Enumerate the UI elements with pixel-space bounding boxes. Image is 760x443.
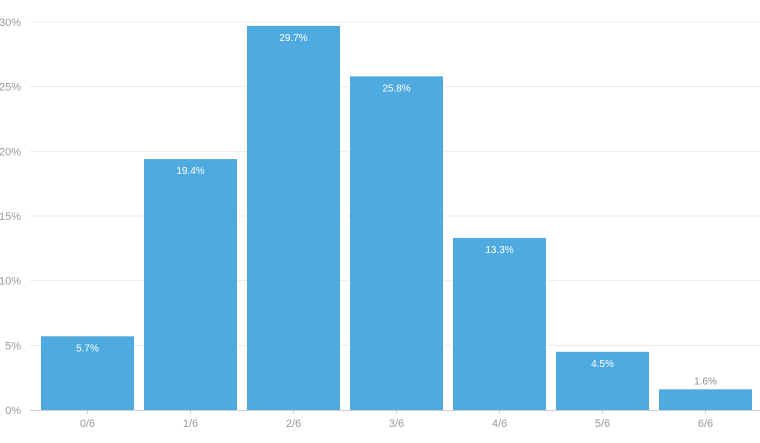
bars [41, 25, 752, 410]
bar [556, 351, 649, 410]
data-labels: 5.7% 19.4% 29.7% 25.8% 13.3% 4.5% 1.6% [76, 33, 717, 387]
x-axis-ticks: 0/6 1/6 2/6 3/6 4/6 5/6 6/6 [80, 410, 713, 430]
bar [350, 76, 443, 410]
data-label: 29.7% [279, 33, 307, 44]
x-tick-label: 3/6 [389, 418, 404, 430]
y-tick-label: 10% [0, 276, 21, 288]
y-tick-label: 30% [0, 17, 21, 29]
x-tick-label: 4/6 [492, 418, 507, 430]
y-tick-label: 20% [0, 146, 21, 158]
y-tick-label: 0% [5, 405, 21, 417]
data-label: 1.6% [694, 376, 717, 387]
data-label: 4.5% [591, 359, 614, 370]
bar [247, 25, 340, 410]
x-tick-label: 0/6 [80, 418, 95, 430]
y-axis-ticks: 0% 5% 10% 15% 20% 25% 30% [0, 17, 21, 417]
data-label: 25.8% [382, 83, 410, 94]
bar [144, 159, 237, 410]
data-label: 5.7% [76, 343, 99, 354]
x-tick-label: 6/6 [698, 418, 713, 430]
x-tick-label: 1/6 [183, 418, 198, 430]
y-tick-label: 25% [0, 82, 21, 94]
data-label: 19.4% [176, 166, 204, 177]
y-tick-label: 15% [0, 211, 21, 223]
data-label: 13.3% [485, 245, 513, 256]
x-tick-label: 2/6 [286, 418, 301, 430]
bar [659, 389, 752, 410]
bar [41, 336, 134, 410]
x-tick-label: 5/6 [595, 418, 610, 430]
y-tick-label: 5% [5, 340, 21, 352]
bar [453, 237, 546, 410]
